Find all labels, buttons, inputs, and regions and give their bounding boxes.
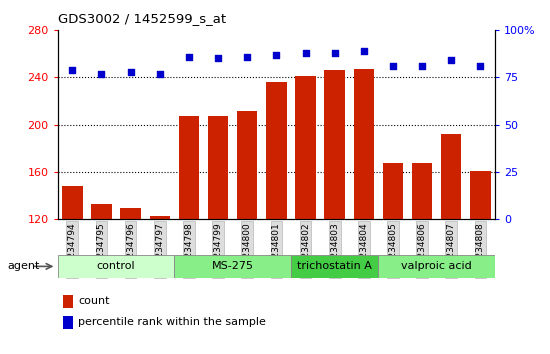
Point	[272, 52, 280, 58]
Bar	[354, 69, 374, 219]
Text: GSM234795: GSM234795	[97, 222, 106, 277]
Bar	[174, 255, 291, 278]
Text: control: control	[97, 261, 135, 272]
Text: GSM234806: GSM234806	[417, 222, 427, 277]
Text: GSM234796: GSM234796	[126, 222, 135, 277]
Point	[447, 58, 455, 63]
Text: trichostatin A: trichostatin A	[297, 261, 372, 272]
Point	[213, 56, 222, 61]
Bar	[179, 116, 199, 219]
Bar	[441, 134, 461, 219]
Text: GSM234802: GSM234802	[301, 222, 310, 277]
Bar	[58, 255, 174, 278]
Bar	[295, 76, 316, 219]
Point	[97, 71, 106, 76]
Bar	[324, 70, 345, 219]
Text: GSM234805: GSM234805	[388, 222, 398, 277]
Bar	[237, 110, 257, 219]
Point	[185, 54, 194, 59]
Text: GSM234798: GSM234798	[184, 222, 194, 277]
Bar	[470, 171, 491, 219]
Bar	[383, 162, 403, 219]
Bar	[378, 255, 495, 278]
Bar	[91, 204, 112, 219]
Point	[417, 63, 426, 69]
Bar	[150, 216, 170, 219]
Text: MS-275: MS-275	[212, 261, 254, 272]
Text: count: count	[78, 296, 109, 306]
Point	[243, 54, 251, 59]
Text: GSM234794: GSM234794	[68, 222, 77, 277]
Point	[68, 67, 77, 73]
Text: valproic acid: valproic acid	[402, 261, 472, 272]
Point	[476, 63, 485, 69]
Text: GSM234808: GSM234808	[476, 222, 485, 277]
Point	[388, 63, 397, 69]
Text: GSM234804: GSM234804	[359, 222, 369, 277]
Point	[360, 48, 368, 54]
Text: GSM234799: GSM234799	[213, 222, 223, 277]
Text: GDS3002 / 1452599_s_at: GDS3002 / 1452599_s_at	[58, 12, 226, 25]
Bar	[208, 116, 228, 219]
Text: GSM234807: GSM234807	[447, 222, 456, 277]
Text: GSM234801: GSM234801	[272, 222, 281, 277]
Bar	[266, 82, 287, 219]
Text: percentile rank within the sample: percentile rank within the sample	[78, 318, 266, 327]
Point	[126, 69, 135, 75]
Bar	[291, 255, 378, 278]
Bar	[120, 208, 141, 219]
Bar	[412, 162, 432, 219]
Text: GSM234797: GSM234797	[155, 222, 164, 277]
Point	[301, 50, 310, 56]
Point	[155, 71, 164, 76]
Text: GSM234800: GSM234800	[243, 222, 252, 277]
Bar	[62, 186, 82, 219]
Text: agent: agent	[7, 261, 40, 271]
Text: GSM234803: GSM234803	[330, 222, 339, 277]
Point	[330, 50, 339, 56]
